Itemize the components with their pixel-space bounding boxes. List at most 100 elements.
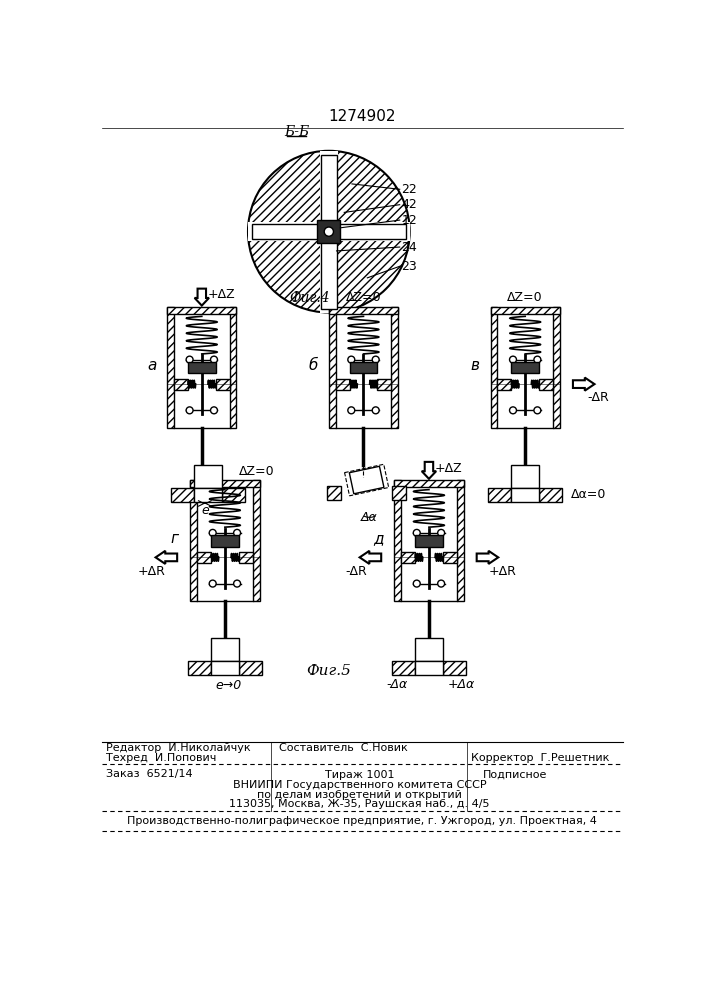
Bar bbox=[553, 307, 560, 428]
Circle shape bbox=[438, 529, 445, 536]
Text: +Δα: +Δα bbox=[448, 678, 475, 691]
Circle shape bbox=[233, 580, 240, 587]
Bar bbox=[320, 151, 338, 312]
Bar bbox=[197, 552, 211, 563]
Circle shape bbox=[348, 356, 355, 363]
Bar bbox=[415, 535, 443, 547]
Text: а: а bbox=[147, 358, 156, 373]
Bar bbox=[197, 487, 252, 601]
Text: в: в bbox=[471, 358, 479, 373]
Bar bbox=[392, 661, 415, 675]
Text: 24: 24 bbox=[402, 241, 417, 254]
Circle shape bbox=[211, 356, 218, 363]
Bar bbox=[489, 488, 511, 502]
Bar bbox=[248, 222, 409, 241]
Bar bbox=[336, 379, 350, 390]
Circle shape bbox=[414, 529, 420, 536]
Bar bbox=[190, 480, 197, 601]
Text: по делам изобретений и открытий: по делам изобретений и открытий bbox=[257, 790, 462, 800]
Bar bbox=[443, 552, 457, 563]
Text: Тираж 1001: Тираж 1001 bbox=[325, 770, 395, 780]
Text: Δα: Δα bbox=[361, 511, 378, 524]
Bar bbox=[350, 362, 378, 373]
Bar bbox=[511, 362, 539, 373]
Text: e: e bbox=[201, 504, 209, 517]
Bar bbox=[188, 362, 216, 373]
Text: 22: 22 bbox=[402, 183, 417, 196]
Text: ΔZ=0: ΔZ=0 bbox=[346, 291, 381, 304]
Bar bbox=[539, 379, 553, 390]
Bar bbox=[194, 465, 222, 488]
Text: д: д bbox=[373, 531, 384, 546]
Text: 42: 42 bbox=[402, 198, 417, 211]
Bar bbox=[317, 220, 340, 243]
Polygon shape bbox=[422, 462, 436, 479]
Bar bbox=[336, 314, 391, 428]
Circle shape bbox=[534, 407, 541, 414]
Polygon shape bbox=[327, 486, 341, 500]
Text: г: г bbox=[171, 531, 179, 546]
Circle shape bbox=[325, 227, 334, 236]
Bar bbox=[402, 487, 457, 601]
Circle shape bbox=[414, 580, 420, 587]
Circle shape bbox=[186, 356, 193, 363]
Circle shape bbox=[209, 580, 216, 587]
Polygon shape bbox=[477, 551, 498, 564]
Text: Фиг.5: Фиг.5 bbox=[306, 664, 351, 678]
Bar bbox=[391, 307, 398, 428]
Bar bbox=[402, 552, 415, 563]
Bar bbox=[167, 307, 174, 428]
Text: Фиг.4: Фиг.4 bbox=[289, 291, 330, 305]
Bar bbox=[395, 480, 464, 487]
Polygon shape bbox=[156, 551, 177, 564]
Bar bbox=[171, 488, 194, 502]
Bar bbox=[321, 155, 337, 309]
Circle shape bbox=[438, 580, 445, 587]
Text: Заказ  6521/14: Заказ 6521/14 bbox=[105, 770, 192, 780]
Bar bbox=[415, 638, 443, 661]
Bar bbox=[194, 488, 222, 502]
Text: -ΔR: -ΔR bbox=[588, 391, 609, 404]
Text: 1274902: 1274902 bbox=[329, 109, 396, 124]
Polygon shape bbox=[392, 486, 406, 500]
Bar bbox=[329, 307, 398, 314]
Text: Б-Б: Б-Б bbox=[284, 125, 309, 139]
Bar bbox=[252, 480, 259, 601]
Bar bbox=[216, 379, 230, 390]
Bar bbox=[491, 307, 498, 428]
Text: ΔZ=0: ΔZ=0 bbox=[239, 465, 274, 478]
Bar bbox=[539, 488, 562, 502]
Circle shape bbox=[348, 407, 355, 414]
Bar bbox=[211, 638, 239, 661]
Circle shape bbox=[233, 529, 240, 536]
Text: ВНИИПИ Государственного комитета СССР: ВНИИПИ Государственного комитета СССР bbox=[233, 780, 486, 790]
Bar bbox=[511, 488, 539, 502]
Text: Техред  И.Попович: Техред И.Попович bbox=[105, 753, 216, 763]
Bar bbox=[239, 661, 262, 675]
Bar bbox=[167, 307, 236, 314]
Text: Производственно-полиграфическое предприятие, г. Ужгород, ул. Проектная, 4: Производственно-полиграфическое предприя… bbox=[127, 816, 597, 826]
Bar bbox=[378, 379, 391, 390]
Bar bbox=[498, 379, 511, 390]
Text: 113035, Москва, Ж-35, Раушская наб., д. 4/5: 113035, Москва, Ж-35, Раушская наб., д. … bbox=[229, 799, 490, 809]
Circle shape bbox=[209, 529, 216, 536]
Circle shape bbox=[211, 407, 218, 414]
Polygon shape bbox=[573, 378, 595, 391]
Text: -ΔR: -ΔR bbox=[345, 565, 367, 578]
Bar bbox=[498, 314, 553, 428]
Bar bbox=[174, 379, 188, 390]
Bar bbox=[443, 661, 466, 675]
Bar bbox=[230, 307, 236, 428]
Bar bbox=[511, 465, 539, 488]
Bar bbox=[491, 307, 560, 314]
Text: -Δα: -Δα bbox=[386, 678, 407, 691]
Circle shape bbox=[372, 356, 379, 363]
Bar bbox=[329, 307, 336, 428]
Text: 12: 12 bbox=[402, 214, 417, 227]
Text: 23: 23 bbox=[402, 260, 417, 273]
Text: +ΔZ: +ΔZ bbox=[435, 462, 462, 475]
Polygon shape bbox=[360, 551, 381, 564]
Bar bbox=[211, 535, 239, 547]
Circle shape bbox=[510, 356, 516, 363]
Text: ΔZ=0: ΔZ=0 bbox=[508, 291, 543, 304]
